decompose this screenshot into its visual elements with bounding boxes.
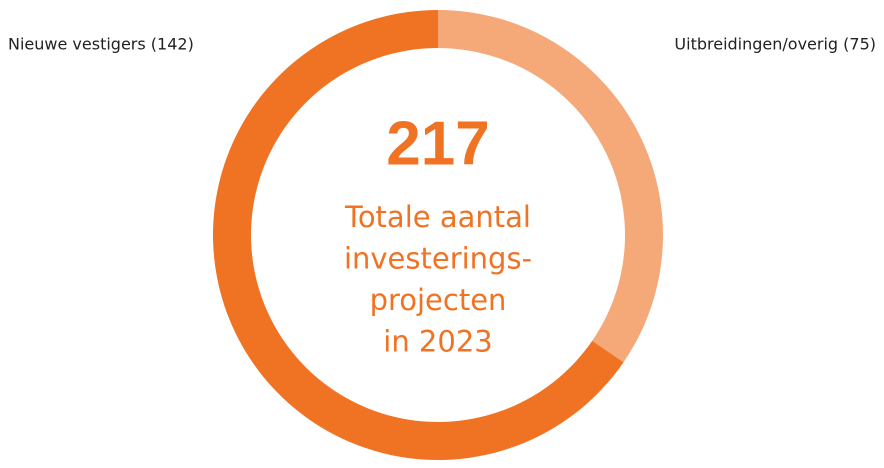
legend-label: Uitbreidingen/overig (75) [674,35,876,54]
center-line: in 2023 [383,325,492,359]
legend-label: Nieuwe vestigers (142) [8,35,194,54]
center-line: investerings- [344,242,532,276]
donut-segment [438,10,663,363]
center-line: Totale aantal [344,200,531,234]
center-value: 217 [386,109,489,178]
center-line: projecten [370,283,507,317]
